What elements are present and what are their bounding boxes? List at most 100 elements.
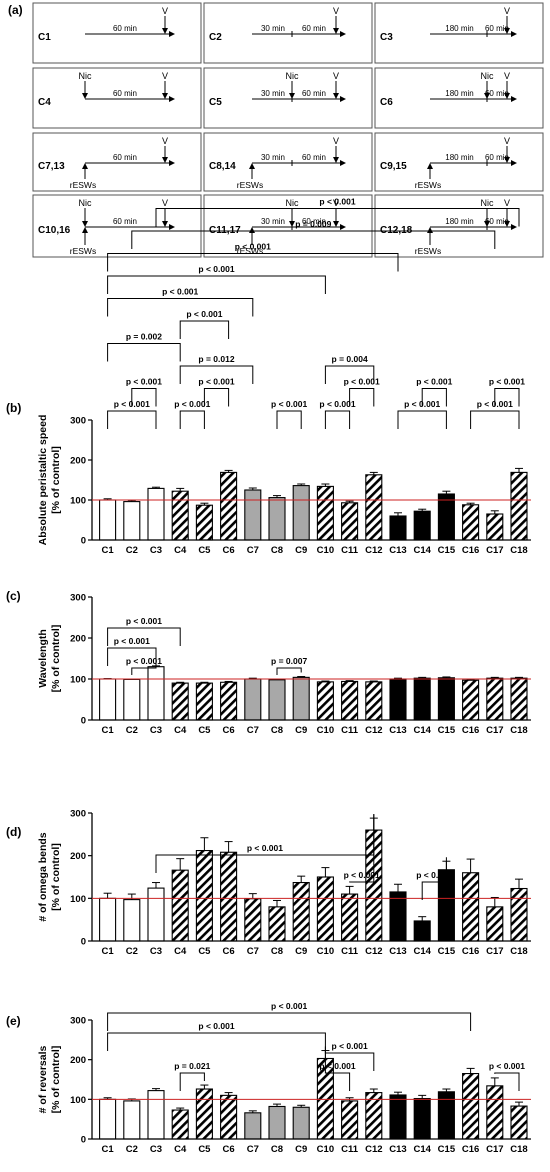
duration-label-60: 60 min bbox=[113, 153, 137, 162]
x-tick-label-C1: C1 bbox=[102, 725, 115, 736]
bar-C2 bbox=[123, 1100, 141, 1140]
bar-C14 bbox=[413, 920, 431, 942]
significance-label: p = 0.002 bbox=[126, 332, 162, 342]
protocol-box-border bbox=[32, 67, 202, 129]
significance-bracket bbox=[107, 298, 254, 317]
x-tick-label-C9: C9 bbox=[295, 725, 307, 736]
x-tick-label-C16: C16 bbox=[462, 946, 479, 957]
duration-label-60: 60 min bbox=[113, 24, 137, 33]
duration-label-pre: 30 min bbox=[261, 24, 285, 33]
y-tick-label: 0 bbox=[81, 716, 86, 727]
chart-c: (c) 0 100 200 300 Wavelength [% of control] C1 C… bbox=[6, 589, 531, 736]
significance-label: p < 0.001 bbox=[174, 399, 210, 409]
x-tick-label-C6: C6 bbox=[223, 946, 235, 957]
resws-label: rESWs bbox=[415, 180, 441, 190]
resws-arrow-head bbox=[249, 163, 255, 169]
bar-C1 bbox=[99, 499, 117, 541]
y-axis-title: Absolute peristaltic speed bbox=[37, 415, 49, 546]
x-tick-label-C2: C2 bbox=[126, 946, 138, 957]
x-tick-label-C13: C13 bbox=[389, 725, 406, 736]
significance-label: p < 0.001 bbox=[344, 377, 380, 387]
y-axis-title: # of reversals bbox=[37, 1045, 49, 1113]
x-tick-label-C11: C11 bbox=[341, 725, 359, 736]
significance-label: p < 0.001 bbox=[416, 870, 452, 880]
protocol-condition-label: C9,15 bbox=[380, 161, 407, 172]
bar-C18 bbox=[510, 1105, 528, 1140]
resws-label: rESWs bbox=[70, 180, 96, 190]
nicotine-marker-label: Nic bbox=[286, 198, 299, 208]
bar-C4 bbox=[171, 1109, 189, 1140]
bar-C15 bbox=[437, 493, 455, 541]
y-axis-title-unit: [% of control] bbox=[50, 1046, 62, 1114]
panel-label: (b) bbox=[6, 401, 21, 415]
duration-label-pre: 180 min bbox=[445, 89, 473, 98]
significance-label: p = 0.021 bbox=[174, 1061, 210, 1071]
x-tick-label-C12: C12 bbox=[365, 1144, 382, 1155]
resws-arrow-head bbox=[82, 227, 88, 233]
timeline-arrowhead bbox=[511, 224, 517, 230]
significance-bracket bbox=[421, 857, 447, 900]
significance-bracket bbox=[203, 388, 230, 407]
significance-bracket bbox=[397, 410, 447, 429]
vehicle-arrow-head bbox=[504, 221, 510, 227]
duration-label-pre: 30 min bbox=[261, 217, 285, 226]
significance-label: p = 0.004 bbox=[332, 354, 368, 364]
x-tick-label-C13: C13 bbox=[389, 545, 406, 556]
significance-label: p < 0.001 bbox=[247, 843, 283, 853]
protocol-box-C10-16: C10,16 60 min V Nic rESWs bbox=[32, 194, 202, 258]
bar-C8 bbox=[268, 497, 286, 541]
x-tick-label-C11: C11 bbox=[341, 545, 359, 556]
significance-bracket bbox=[107, 1032, 326, 1051]
x-tick-label-C16: C16 bbox=[462, 1144, 479, 1155]
x-tick-label-C8: C8 bbox=[271, 1144, 283, 1155]
protocol-condition-label: C2 bbox=[209, 32, 222, 43]
protocol-condition-label: C4 bbox=[38, 97, 51, 108]
duration-label-pre: 30 min bbox=[261, 89, 285, 98]
protocol-box-C2: C2 60 min 30 min V bbox=[203, 2, 373, 64]
x-tick-label-C4: C4 bbox=[174, 946, 187, 957]
x-tick-label-C1: C1 bbox=[102, 1144, 115, 1155]
bar-C14 bbox=[413, 1097, 431, 1140]
vehicle-arrow-head bbox=[333, 28, 339, 34]
bar-C10 bbox=[316, 485, 334, 541]
x-tick-label-C9: C9 bbox=[295, 946, 307, 957]
protocol-box-C4: C4 60 min V Nic bbox=[32, 67, 202, 129]
bar-C7 bbox=[244, 678, 262, 721]
significance-bracket bbox=[276, 410, 302, 429]
y-axis-title-unit: [% of control] bbox=[50, 446, 62, 514]
duration-label-60: 60 min bbox=[485, 153, 509, 162]
bar-C11 bbox=[341, 1100, 359, 1140]
y-tick-label: 300 bbox=[70, 1016, 86, 1027]
bar-C6 bbox=[220, 681, 238, 721]
y-tick-label: 200 bbox=[70, 851, 86, 862]
bar-C13 bbox=[389, 1094, 407, 1140]
x-tick-label-C13: C13 bbox=[389, 946, 406, 957]
x-tick-label-C1: C1 bbox=[102, 946, 115, 957]
nicotine-arrow-head bbox=[289, 93, 295, 99]
protocol-condition-label: C7,13 bbox=[38, 161, 65, 172]
bar-C5 bbox=[195, 504, 213, 541]
bar-C2 bbox=[123, 501, 141, 541]
vehicle-marker-label: V bbox=[162, 136, 168, 146]
x-tick-label-C17: C17 bbox=[486, 1144, 503, 1155]
bar-C1 bbox=[99, 1098, 117, 1140]
bar-C7 bbox=[244, 1112, 262, 1140]
bar-C15 bbox=[437, 677, 455, 721]
y-tick-label: 300 bbox=[70, 416, 86, 427]
bar-C2 bbox=[123, 899, 141, 942]
panel-label: (d) bbox=[6, 825, 21, 839]
bar-C12 bbox=[365, 474, 383, 541]
x-tick-label-C5: C5 bbox=[198, 946, 211, 957]
duration-label-60: 60 min bbox=[113, 89, 137, 98]
significance-label: p < 0.001 bbox=[319, 399, 355, 409]
vehicle-marker-label: V bbox=[504, 71, 510, 81]
x-tick-label-C17: C17 bbox=[486, 725, 503, 736]
x-tick-label-C2: C2 bbox=[126, 1144, 138, 1155]
x-tick-label-C6: C6 bbox=[223, 1144, 235, 1155]
significance-label: p < 0.001 bbox=[489, 1061, 525, 1071]
bar-C18 bbox=[510, 471, 528, 541]
nicotine-arrow-head bbox=[484, 221, 490, 227]
vehicle-arrow-head bbox=[162, 221, 168, 227]
y-tick-label: 200 bbox=[70, 1055, 86, 1066]
